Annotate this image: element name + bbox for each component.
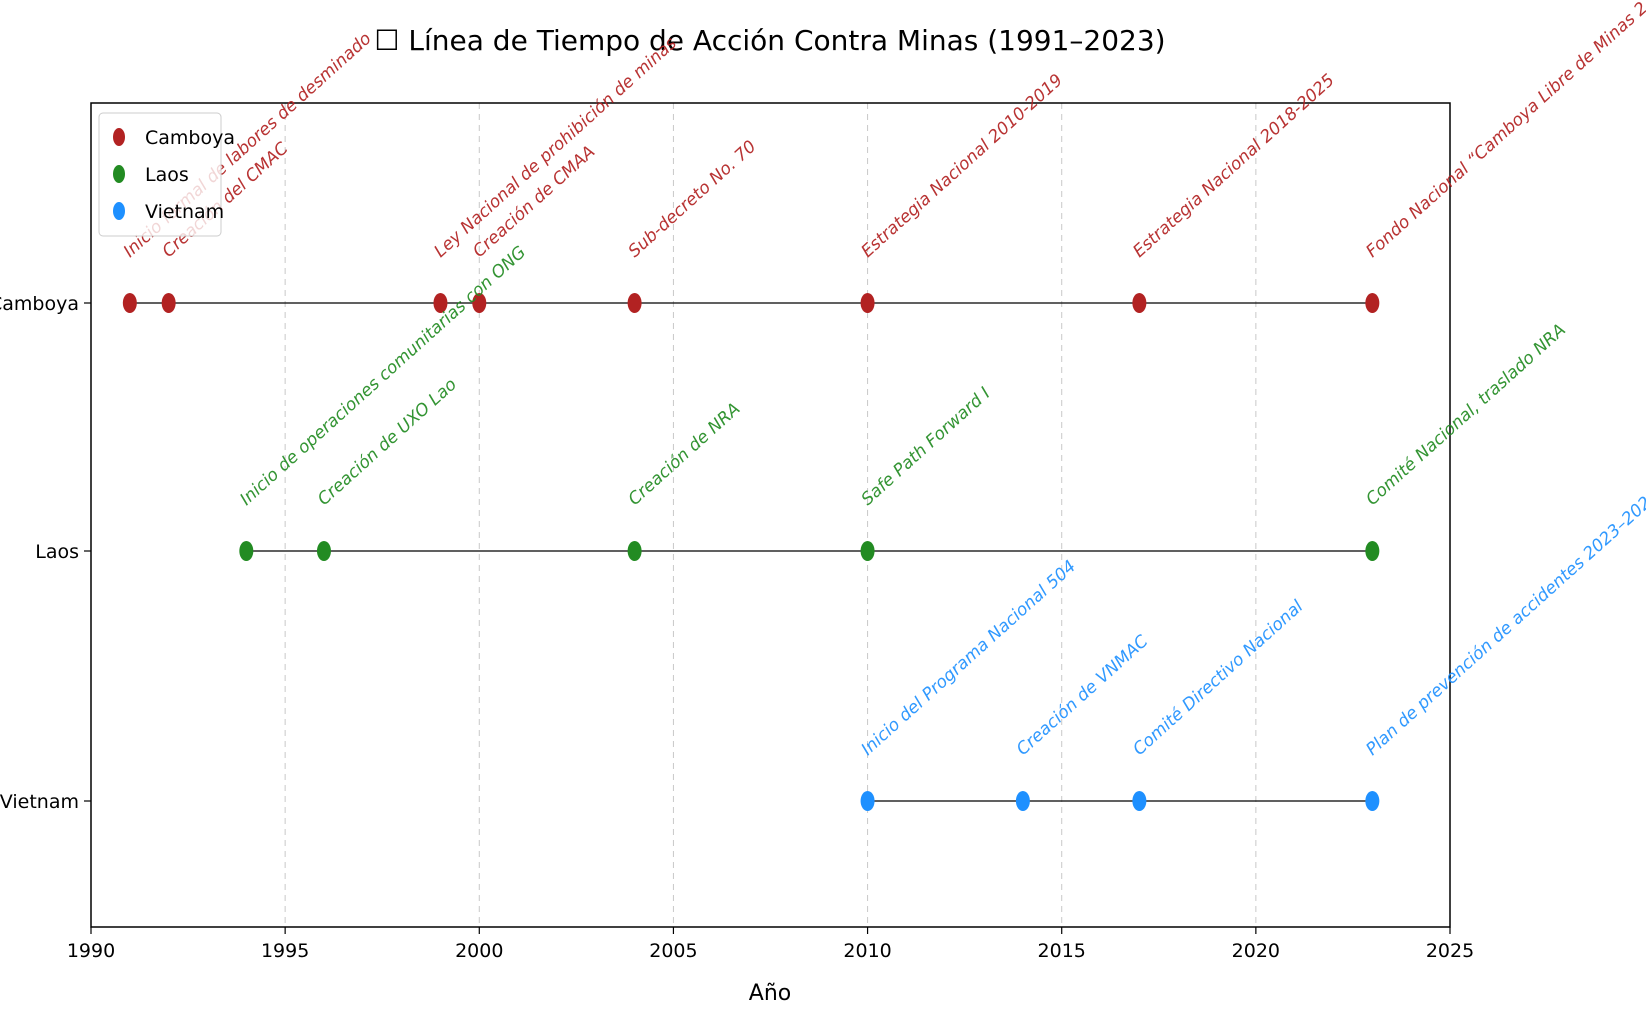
x-axis-label: Año bbox=[749, 981, 791, 1006]
x-tick-label-2005: 2005 bbox=[649, 940, 697, 962]
point-vietnam-2023 bbox=[1365, 791, 1380, 811]
point-laos-1994 bbox=[239, 541, 254, 561]
point-vietnam-2017 bbox=[1132, 791, 1147, 811]
point-camboya-1999 bbox=[433, 293, 448, 313]
x-tick-label-2010: 2010 bbox=[843, 940, 891, 962]
point-laos-1996 bbox=[316, 541, 331, 561]
point-laos-2004 bbox=[627, 541, 642, 561]
y-tick-label-laos: Laos bbox=[35, 541, 79, 563]
legend-marker-vietnam bbox=[113, 202, 125, 220]
point-camboya-1991 bbox=[122, 293, 137, 313]
point-camboya-2000 bbox=[472, 293, 487, 313]
x-tick-label-2025: 2025 bbox=[1426, 940, 1474, 962]
legend-label-laos: Laos bbox=[145, 164, 189, 186]
legend: Camboya Laos Vietnam bbox=[98, 112, 235, 237]
x-tick-label-2015: 2015 bbox=[1038, 940, 1086, 962]
point-vietnam-2010 bbox=[860, 791, 875, 811]
x-tick-label-2000: 2000 bbox=[455, 940, 503, 962]
point-laos-2023 bbox=[1365, 541, 1380, 561]
x-tick-label-1995: 1995 bbox=[261, 940, 309, 962]
legend-label-vietnam: Vietnam bbox=[145, 201, 224, 223]
point-camboya-1992 bbox=[161, 293, 176, 313]
legend-marker-camboya bbox=[113, 128, 125, 146]
x-tick-label-1990: 1990 bbox=[67, 940, 115, 962]
data-points bbox=[122, 293, 1380, 811]
x-tick-label-2020: 2020 bbox=[1232, 940, 1280, 962]
plot-frame bbox=[90, 102, 1451, 928]
series-lines bbox=[129, 302, 1373, 802]
point-camboya-2023 bbox=[1365, 293, 1380, 313]
y-tick-label-vietnam: Vietnam bbox=[0, 791, 79, 813]
point-camboya-2017 bbox=[1132, 293, 1147, 313]
point-camboya-2010 bbox=[860, 293, 875, 313]
point-vietnam-2014 bbox=[1015, 791, 1030, 811]
chart-title: ☐ Línea de Tiempo de Acción Contra Minas… bbox=[374, 24, 1165, 57]
legend-label-camboya: Camboya bbox=[145, 127, 235, 149]
y-tick-label-camboya: Camboya bbox=[0, 293, 79, 315]
legend-box bbox=[98, 112, 222, 237]
point-camboya-2004 bbox=[627, 293, 642, 313]
legend-marker-laos bbox=[113, 165, 125, 183]
point-laos-2010 bbox=[860, 541, 875, 561]
axes: 1990 1995 2000 2005 2010 2015 2020 2025 Camboya L… bbox=[0, 102, 1474, 962]
